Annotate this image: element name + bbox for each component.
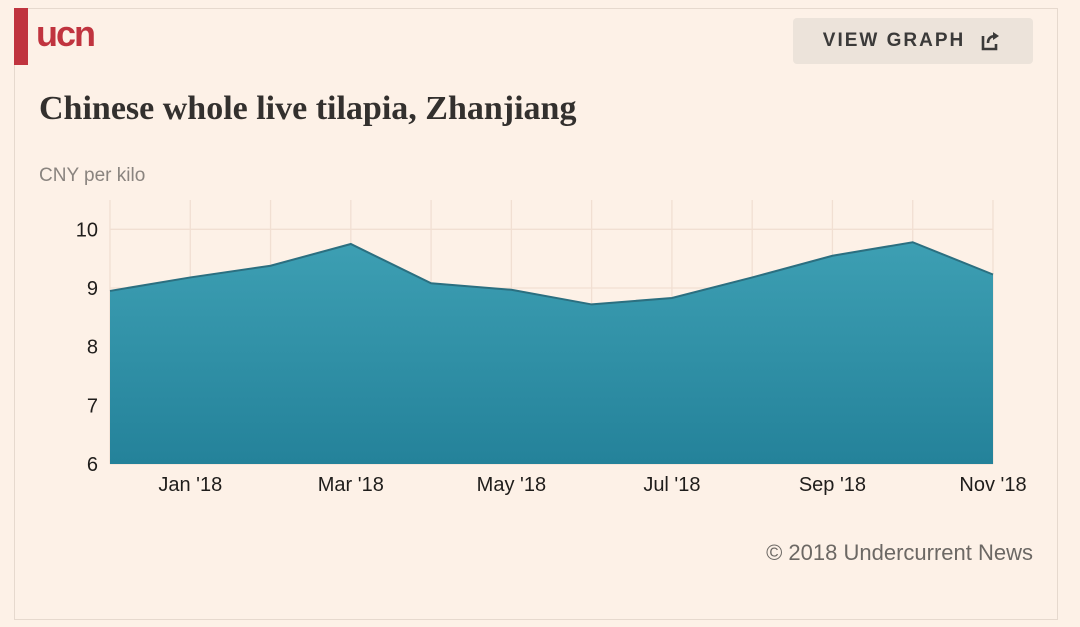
data-point[interactable] bbox=[747, 272, 757, 282]
chart-title: Chinese whole live tilapia, Zhanjiang bbox=[39, 90, 577, 127]
y-tick-label: 8 bbox=[87, 337, 98, 359]
data-point[interactable] bbox=[266, 261, 276, 271]
x-tick-label: Nov '18 bbox=[959, 474, 1026, 496]
series-line bbox=[109, 241, 994, 306]
y-tick-label: 9 bbox=[87, 278, 98, 300]
y-tick-label: 10 bbox=[76, 219, 98, 241]
external-link-icon bbox=[981, 32, 1000, 51]
x-tick-label: Jan '18 bbox=[158, 474, 222, 496]
data-point[interactable] bbox=[185, 272, 195, 282]
series-area bbox=[110, 242, 993, 464]
ucn-logo[interactable]: ucn bbox=[36, 13, 96, 54]
brand-accent-bar bbox=[14, 8, 28, 65]
x-axis-ticks: Jan '18 Mar '18 May '18 Jul '18 Sep '18 Nov '… bbox=[158, 474, 1026, 496]
view-graph-label: VIEW GRAPH bbox=[822, 30, 966, 51]
data-point[interactable] bbox=[587, 299, 597, 309]
data-point[interactable] bbox=[346, 239, 356, 249]
view-graph-button[interactable]: VIEW GRAPH bbox=[793, 18, 1033, 64]
x-tick-label: Mar '18 bbox=[318, 474, 384, 496]
data-point[interactable] bbox=[908, 237, 918, 247]
chart-area-layer bbox=[105, 237, 998, 464]
copyright-notice: © 2018 Undercurrent News bbox=[766, 540, 1033, 565]
y-axis-unit-label: CNY per kilo bbox=[39, 165, 146, 186]
x-tick-label: Jul '18 bbox=[643, 474, 700, 496]
data-point[interactable] bbox=[506, 285, 516, 295]
data-point[interactable] bbox=[105, 286, 115, 296]
chart-card-frame bbox=[14, 8, 1058, 620]
y-tick-label: 7 bbox=[87, 395, 98, 417]
x-tick-label: Sep '18 bbox=[799, 474, 866, 496]
y-axis-ticks: 6 7 8 9 10 bbox=[76, 219, 98, 476]
data-point[interactable] bbox=[667, 293, 677, 303]
data-point[interactable] bbox=[827, 251, 837, 261]
x-tick-label: May '18 bbox=[477, 474, 546, 496]
y-tick-label: 6 bbox=[87, 454, 98, 476]
data-point[interactable] bbox=[426, 278, 436, 288]
data-point[interactable] bbox=[988, 270, 998, 280]
